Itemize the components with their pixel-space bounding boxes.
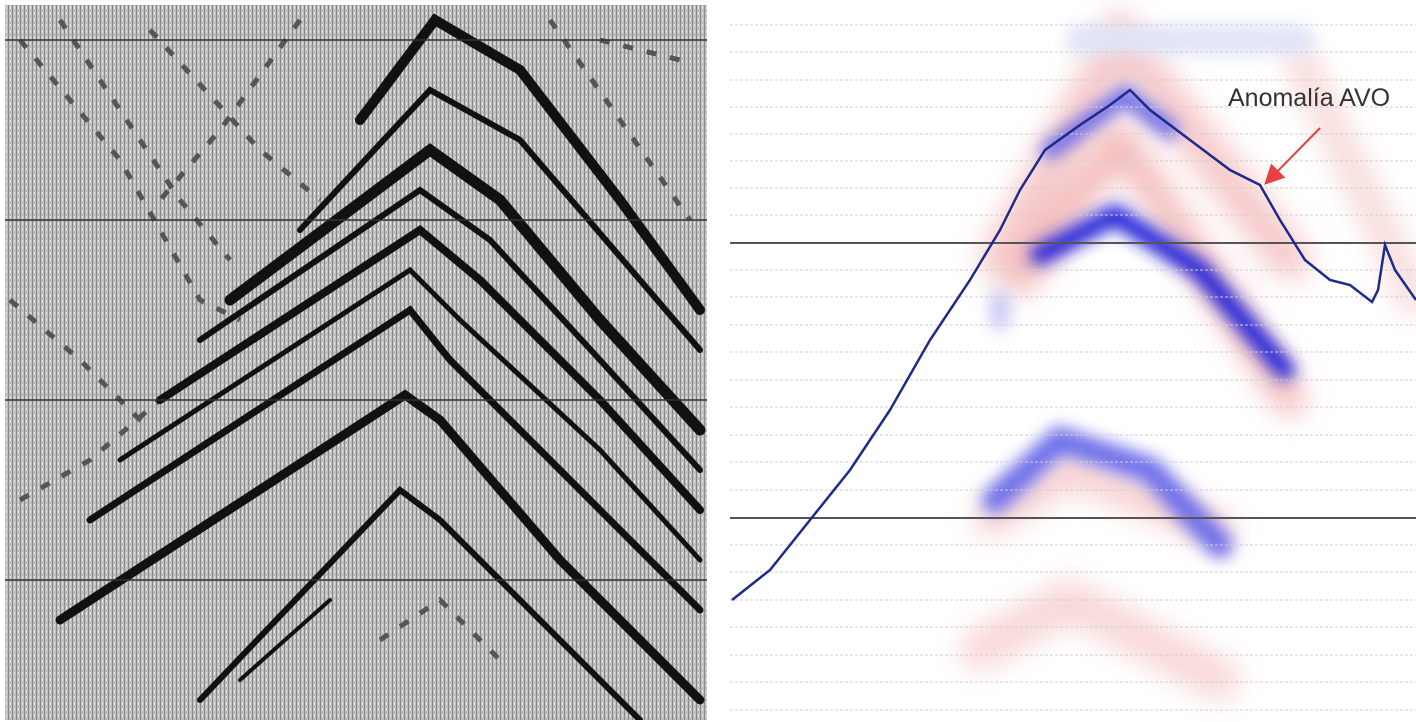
background bbox=[5, 5, 707, 720]
seismic-section bbox=[5, 5, 707, 720]
annotation: Anomalía AVO bbox=[1228, 84, 1390, 112]
time-lines bbox=[730, 242, 1416, 519]
annotation-arrow bbox=[1264, 127, 1321, 185]
noise bbox=[8, 18, 693, 662]
time-lines bbox=[5, 39, 707, 581]
reflectors bbox=[55, 13, 706, 720]
grid-lines bbox=[730, 24, 1416, 711]
avo-trace bbox=[731, 88, 1416, 601]
avo-section: Anomalía AVO bbox=[730, 0, 1416, 722]
